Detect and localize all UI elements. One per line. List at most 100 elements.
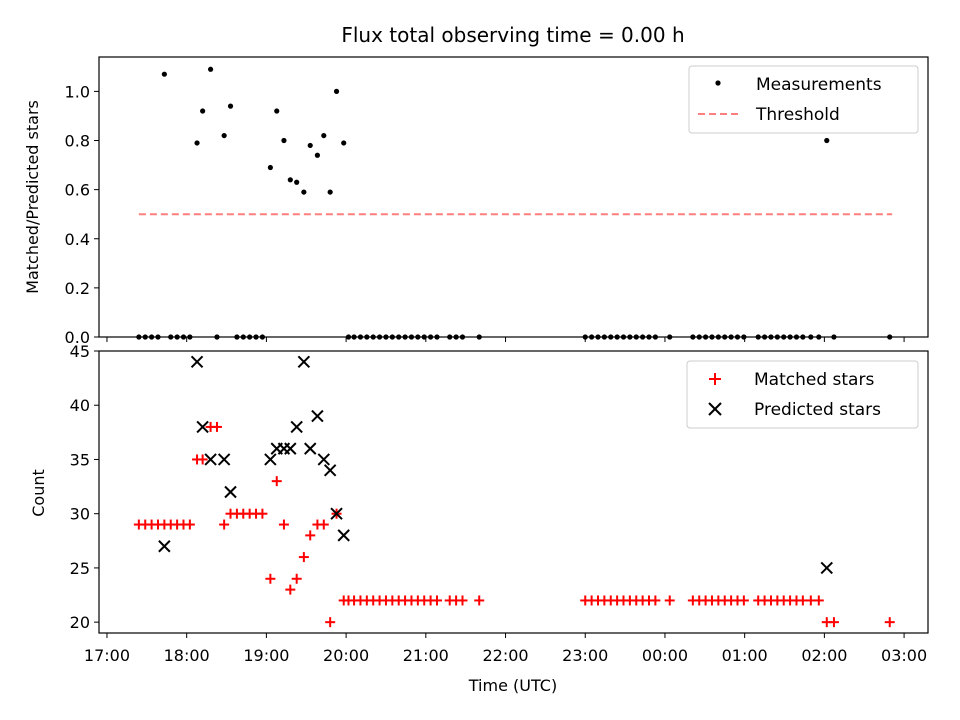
bottom-x-axis-label: Time (UTC) <box>468 676 557 695</box>
bottom-y-tick-label: 40 <box>70 396 90 415</box>
top-legend-box <box>688 65 919 134</box>
predicted-star-point <box>330 507 343 520</box>
matched-star-point <box>650 595 661 606</box>
measurement-point <box>808 334 814 340</box>
bottom-plot-frame <box>98 350 929 634</box>
matched-star-point <box>278 519 289 530</box>
measurement-point <box>345 334 352 340</box>
measurement-point <box>434 334 440 340</box>
measurement-point <box>194 140 200 146</box>
measurement-point <box>816 334 822 340</box>
matched-star-point <box>457 595 468 606</box>
measurement-point <box>207 66 214 72</box>
predicted-star-point <box>217 453 231 466</box>
measurement-point <box>824 137 830 144</box>
measurement-point <box>227 103 234 109</box>
predicted-star-point <box>290 420 303 434</box>
measurement-point <box>774 334 780 340</box>
matched-star-point <box>474 595 485 606</box>
matched-star-point <box>813 595 824 606</box>
matched-star-point <box>664 595 675 606</box>
measurement-point <box>715 334 721 340</box>
measurement-point <box>447 334 453 340</box>
measurement-point <box>595 334 601 340</box>
measurement-point <box>421 334 427 340</box>
predicted-star-point <box>297 355 311 369</box>
bottom-x-tick-label: 23:00 <box>562 646 608 665</box>
measurement-point <box>690 334 696 340</box>
measurement-point <box>161 71 167 77</box>
bottom-x-tick-label: 00:00 <box>642 646 688 665</box>
measurement-point <box>168 334 174 340</box>
bottom-y-tick-label: 30 <box>70 505 90 524</box>
measurement-point <box>376 334 383 340</box>
top-panel: Flux total observing time = 0.00 h 0.0 0.… <box>23 23 929 347</box>
bottom-x-tick-label: 18:00 <box>164 646 210 665</box>
top-y-tick-label: 0.8 <box>65 132 90 151</box>
measurement-point <box>307 142 313 149</box>
measurement-point <box>274 108 280 114</box>
matched-star-point <box>211 421 222 432</box>
measurement-point <box>459 334 466 340</box>
measurement-point <box>287 177 293 183</box>
predicted-star-point <box>284 442 297 455</box>
matched-star-point <box>318 519 329 530</box>
matched-star-point <box>285 584 296 595</box>
bottom-y-tick-label: 20 <box>70 613 90 632</box>
matched-star-point <box>257 508 268 519</box>
measurement-point <box>396 334 402 340</box>
matched-star-point <box>291 573 302 584</box>
measurement-point <box>200 108 206 114</box>
predicted-star-point <box>820 561 833 575</box>
matched-star-point <box>219 519 230 530</box>
top-chart-title: Flux total observing time = 0.00 h <box>341 23 684 47</box>
measurement-point <box>627 334 633 340</box>
measurement-point <box>601 334 607 340</box>
top-x-ticks <box>106 337 905 342</box>
matched-star-point <box>738 595 749 606</box>
top-legend: Measurements Threshold <box>688 65 919 134</box>
measurement-point <box>831 334 837 340</box>
measurement-point <box>589 334 595 340</box>
measurement-point <box>301 189 307 195</box>
measurement-point <box>281 137 287 144</box>
measurement-point <box>234 334 240 340</box>
measurement-point <box>709 334 715 340</box>
measurement-point <box>259 334 266 340</box>
measurement-point <box>383 334 389 340</box>
bottom-x-ticks: 17:00 18:00 19:00 20:00 21:00 22:00 23:00 00:00… <box>84 633 927 665</box>
measurement-point <box>787 334 793 340</box>
predicted-star-point <box>337 529 350 542</box>
measurement-point <box>768 334 774 340</box>
matched-star-point <box>184 519 195 530</box>
measurement-point <box>321 132 327 139</box>
measurement-point <box>608 334 614 340</box>
bottom-y-axis-label: Count <box>29 469 48 517</box>
bottom-y-tick-label: 45 <box>70 342 90 361</box>
top-y-tick-label: 0.0 <box>65 328 90 347</box>
predicted-star-point <box>158 540 171 553</box>
bottom-x-tick-label: 21:00 <box>403 646 449 665</box>
predicted-star-point <box>196 420 209 434</box>
measurement-point <box>314 152 321 158</box>
legend-matched-marker <box>709 373 721 385</box>
predicted-star-point <box>264 453 277 466</box>
measurement-point <box>294 179 300 185</box>
measurement-point <box>402 334 408 340</box>
measurement-point <box>428 334 434 340</box>
measurement-point <box>389 334 395 340</box>
matched-star-point <box>298 552 309 563</box>
measurement-point <box>214 334 220 340</box>
top-series <box>136 66 893 340</box>
matched-star-point <box>305 530 316 541</box>
matched-star-point <box>197 454 208 465</box>
measurement-point <box>722 334 728 340</box>
legend-matched-label: Matched stars <box>754 370 874 390</box>
measurement-point <box>136 334 142 340</box>
top-y-tick-label: 0.4 <box>65 230 90 249</box>
measurement-point <box>333 88 340 94</box>
top-y-axis-label: Matched/Predicted stars <box>23 100 42 294</box>
measurement-point <box>755 334 761 340</box>
measurement-point <box>253 334 259 340</box>
measurement-point <box>364 334 370 340</box>
